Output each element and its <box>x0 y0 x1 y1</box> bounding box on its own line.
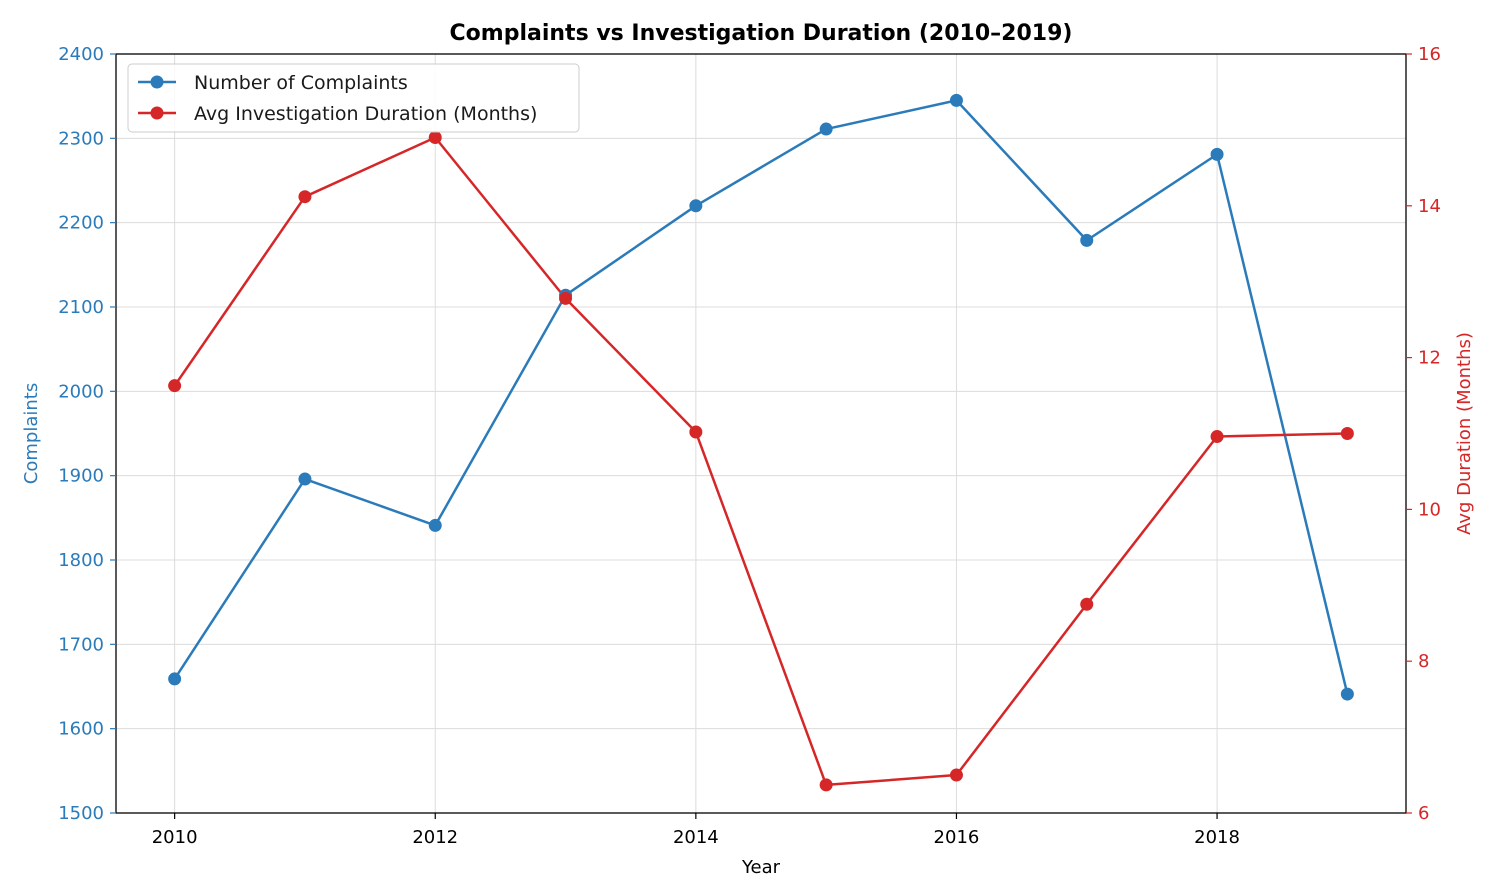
x-axis-title: Year <box>741 857 781 878</box>
legend-box <box>127 63 580 133</box>
data-point-complaints <box>1210 147 1224 161</box>
x-tick-label: 2010 <box>152 827 198 848</box>
chart-title: Complaints vs Investigation Duration (20… <box>450 21 1073 46</box>
y-tick-label-left: 2000 <box>58 381 104 402</box>
series-lines <box>173 99 1349 787</box>
legend-label: Avg Investigation Duration (Months) <box>194 103 537 125</box>
series-line-complaints <box>173 99 1349 695</box>
data-point-duration <box>559 291 573 305</box>
data-point-complaints <box>1340 687 1354 701</box>
data-point-complaints <box>689 199 703 213</box>
x-tick-label: 2012 <box>412 827 458 848</box>
y-tick-label-left: 2300 <box>58 128 104 149</box>
data-point-duration <box>1210 430 1224 444</box>
y-tick-label-left: 2400 <box>58 44 104 65</box>
data-point-complaints <box>168 672 182 686</box>
data-point-complaints <box>819 122 833 136</box>
data-point-complaints <box>1080 233 1094 247</box>
axes: 2010 2012 2014 2016 2018 1500 1600 1700 1800 1900… <box>58 44 1441 848</box>
data-point-duration <box>1340 427 1354 440</box>
y-tick-label-left: 1800 <box>58 550 104 571</box>
data-point-duration <box>298 190 312 204</box>
legend: Number of Complaints Avg Investigation Du… <box>127 63 580 133</box>
y-tick-label-right: 10 <box>1418 499 1441 520</box>
data-point-complaints <box>949 93 963 107</box>
y-tick-label-right: 12 <box>1418 348 1441 369</box>
y-tick-label-left: 1600 <box>58 719 104 740</box>
legend-marker <box>150 75 164 89</box>
data-point-duration <box>428 130 442 144</box>
y-tick-label-right: 16 <box>1418 44 1441 65</box>
plot-frame <box>115 53 1407 814</box>
x-tick-label: 2016 <box>934 827 980 848</box>
y-tick-label-left: 2200 <box>58 213 104 234</box>
series-markers <box>168 93 1354 792</box>
data-point-duration <box>689 425 703 439</box>
y-axis-title-right: Avg Duration (Months) <box>1454 332 1475 535</box>
y-axis-title-left: Complaints <box>21 383 42 484</box>
series-line-duration <box>173 136 1348 787</box>
data-point-complaints <box>298 472 312 486</box>
legend-label: Number of Complaints <box>194 72 408 94</box>
x-tick-label: 2014 <box>673 827 719 848</box>
data-point-duration <box>1080 597 1094 611</box>
y-tick-label-left: 1700 <box>58 634 104 655</box>
x-tick-label: 2018 <box>1194 827 1240 848</box>
data-point-duration <box>168 379 182 393</box>
y-tick-label-left: 1500 <box>58 803 104 824</box>
data-point-complaints <box>428 518 442 532</box>
legend-marker <box>150 106 164 120</box>
y-tick-label-left: 2100 <box>58 297 104 318</box>
y-tick-label-left: 1900 <box>58 466 104 487</box>
y-tick-label-right: 14 <box>1418 196 1441 217</box>
data-point-duration <box>949 768 963 782</box>
y-tick-label-right: 8 <box>1418 651 1429 672</box>
y-tick-label-right: 6 <box>1418 803 1429 824</box>
data-point-duration <box>819 778 833 792</box>
